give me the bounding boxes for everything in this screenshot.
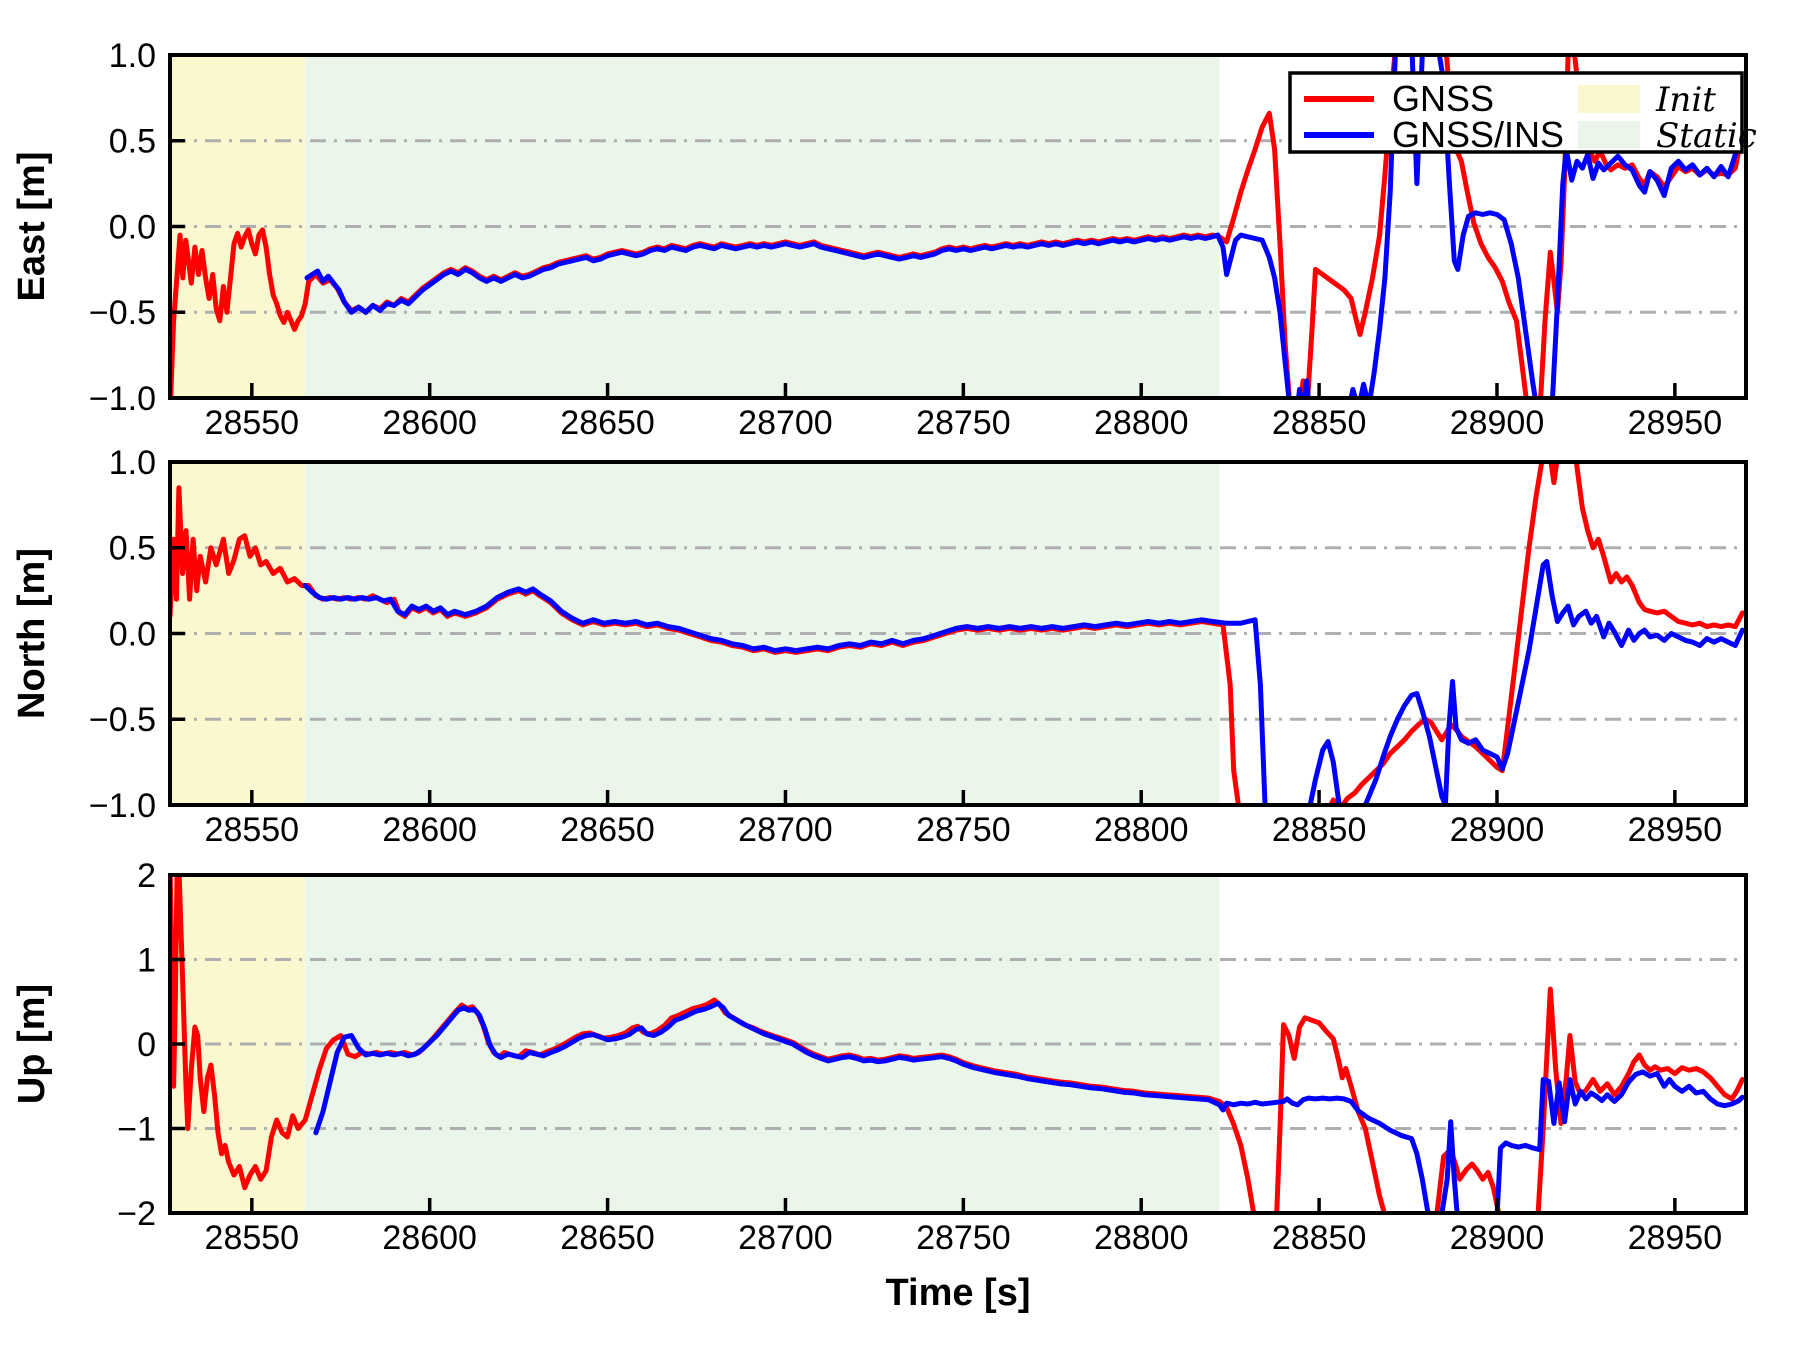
x-tick-label: 28700 [738,1219,833,1257]
x-tick-label: 28900 [1450,1219,1545,1257]
legend-label: GNSS [1392,78,1494,119]
x-tick-label: 28650 [560,811,655,849]
legend-patch-sample [1578,85,1640,113]
y-tick-label: −0.5 [89,701,156,739]
x-tick-label: 28750 [916,811,1011,849]
subplot-0: 28550 28600 28650 28700 28750 28800 28850 28900… [11,37,1748,442]
y-tick-label: 0.0 [109,208,156,246]
x-tick-label: 28900 [1450,811,1545,849]
x-tick-label: 28850 [1272,811,1367,849]
x-tick-label: 28600 [382,811,477,849]
x-tick-label: 28600 [382,1219,477,1257]
x-tick-label: 28600 [382,404,477,442]
gnss-ins-line [304,55,1745,398]
y-axis-label: East [m] [11,152,53,302]
x-tick-label: 28800 [1094,811,1189,849]
y-tick-label: −1.0 [89,787,156,825]
x-tick-label: 28700 [738,404,833,442]
y-axis-label: North [m] [11,548,53,719]
x-tick-label: 28750 [916,1219,1011,1257]
subplot-1: 28550 28600 28650 28700 28750 28800 28850 28900… [11,444,1748,849]
y-tick-label: 1.0 [109,37,156,75]
x-tick-label: 28650 [560,404,655,442]
x-tick-label: 28850 [1272,404,1367,442]
x-tick-label: 28550 [205,1219,300,1257]
y-tick-label: 2 [137,857,156,895]
y-tick-label: −1 [117,1110,156,1148]
x-tick-label: 28700 [738,811,833,849]
y-tick-label: 0.5 [109,530,156,568]
x-tick-label: 28900 [1450,404,1545,442]
y-tick-label: 1 [137,941,156,979]
x-tick-label: 28800 [1094,1219,1189,1257]
legend-box [1288,71,1744,154]
x-tick-label: 28950 [1628,404,1723,442]
y-tick-label: 1.0 [109,444,156,482]
y-tick-label: 0 [137,1026,156,1064]
x-axis-label: Time [s] [885,1272,1030,1314]
x-tick-label: 28550 [205,811,300,849]
x-tick-label: 28950 [1628,1219,1723,1257]
x-tick-label: 28550 [205,404,300,442]
legend-label: Static [1656,116,1757,156]
gnss-ins-line [313,1000,1745,1213]
y-axis-label: Up [m] [11,984,53,1104]
x-tick-label: 28950 [1628,811,1723,849]
x-tick-label: 28800 [1094,404,1189,442]
y-tick-label: −2 [117,1195,156,1233]
x-tick-label: 28850 [1272,1219,1367,1257]
y-tick-label: 0.5 [109,123,156,161]
y-tick-label: −0.5 [89,294,156,332]
subplot-2: 28550 28600 28650 28700 28750 28800 28850 28900… [11,857,1748,1257]
legend-label: Init [1655,80,1716,120]
y-tick-label: −1.0 [89,380,156,418]
gnss-ins-line [302,559,1745,805]
x-tick-label: 28750 [916,404,1011,442]
legend-patch-sample [1578,121,1640,149]
x-tick-label: 28650 [560,1219,655,1257]
y-tick-label: 0.0 [109,615,156,653]
legend-label: GNSS/INS [1392,114,1564,155]
